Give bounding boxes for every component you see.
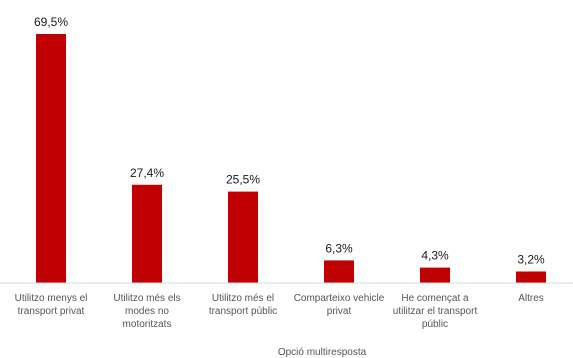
bar-2 (132, 184, 162, 283)
value-labels-group: 69,5% 27,4% 25,5% 6,3% 4,3% 3,2% (34, 15, 545, 267)
category-label-line: públic (422, 319, 448, 330)
bar-3 (228, 191, 258, 283)
category-label-line: motoritzats (123, 319, 172, 330)
value-label-2: 27,4% (130, 166, 164, 180)
category-label-line: He començat a (401, 293, 469, 304)
value-label-1: 69,5% (34, 15, 68, 29)
category-label-line: Utilitzo més els (113, 293, 180, 304)
category-labels-group: Utilitzo menys el transport privatUtilitz… (15, 293, 544, 330)
category-label-line: Utilitzo més el (212, 293, 274, 304)
category-label-line: privat (327, 306, 352, 317)
bars-group (36, 34, 546, 283)
value-label-6: 3,2% (517, 253, 545, 267)
value-label-5: 4,3% (421, 249, 449, 263)
category-label-line: Altres (518, 293, 544, 304)
bar-1 (36, 34, 66, 283)
category-label-line: modes no (125, 306, 169, 317)
category-label-1: Utilitzo menys el transport privat (15, 293, 88, 317)
category-label-line: Comparteixo vehicle (294, 293, 385, 304)
value-label-4: 6,3% (325, 241, 353, 255)
category-label-line: transport privat (18, 306, 85, 317)
x-axis-title: Opció multiresposta (278, 347, 367, 358)
category-label-4: Comparteixo vehicle privat (294, 293, 385, 317)
category-label-2: Utilitzo més els modes no motoritzats (113, 293, 180, 330)
category-label-line: utilitzar el transport (393, 306, 478, 317)
category-label-6: Altres (518, 293, 544, 304)
bar-5 (420, 267, 450, 283)
category-label-line: Utilitzo menys el (15, 293, 88, 304)
bar-6 (516, 271, 546, 283)
category-label-5: He començat a utilitzar el transport públi… (393, 293, 478, 330)
value-label-3: 25,5% (226, 173, 260, 187)
category-label-line: transport públic (209, 306, 277, 317)
bar-4 (324, 260, 354, 283)
category-label-3: Utilitzo més el transport públic (209, 293, 277, 317)
